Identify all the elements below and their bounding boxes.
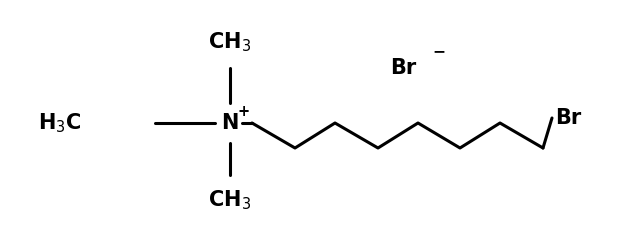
Text: H$_3$C: H$_3$C xyxy=(38,111,82,135)
Text: −: − xyxy=(432,44,445,60)
Text: CH$_3$: CH$_3$ xyxy=(209,30,252,54)
Text: Br: Br xyxy=(390,58,416,78)
Text: Br: Br xyxy=(555,108,581,128)
Text: N: N xyxy=(221,113,239,133)
Text: +: + xyxy=(238,103,250,119)
Text: CH$_3$: CH$_3$ xyxy=(209,188,252,212)
